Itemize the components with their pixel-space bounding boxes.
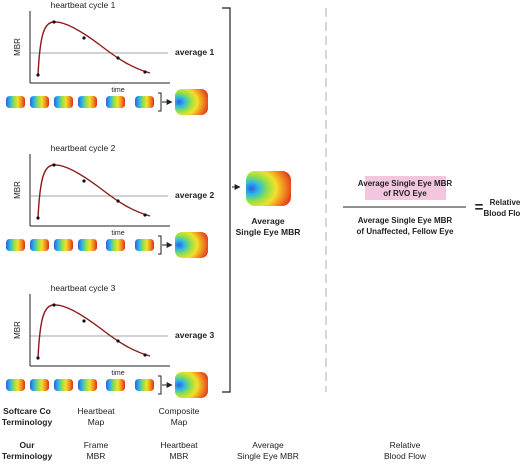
curve-point bbox=[82, 36, 86, 40]
result-line1: Relative bbox=[490, 198, 520, 207]
our-term-3-line2: Single Eye MBR bbox=[237, 451, 299, 461]
heartbeat-map bbox=[175, 372, 208, 398]
frame-map-4 bbox=[78, 96, 97, 108]
curve-point bbox=[143, 353, 147, 357]
frame-map-4 bbox=[78, 239, 97, 251]
denominator-line2: of Unaffected, Fellow Eye bbox=[357, 227, 454, 236]
heartbeat-map bbox=[175, 89, 208, 115]
curve-point bbox=[52, 163, 56, 167]
ours-header-line1: Our bbox=[19, 440, 35, 450]
softcare-term-1-line2: Map bbox=[88, 417, 105, 427]
frame-map-2 bbox=[30, 96, 49, 108]
curve-point bbox=[52, 303, 56, 307]
heartbeat-map bbox=[175, 232, 208, 258]
curve-point bbox=[116, 339, 120, 343]
frame-map-2 bbox=[30, 379, 49, 391]
numerator-highlight bbox=[365, 176, 446, 200]
average-map-label-line1: Average bbox=[251, 216, 285, 226]
composite-bracket bbox=[222, 7, 231, 393]
softcare-term-2-line1: Composite bbox=[159, 406, 200, 416]
frame-map-3 bbox=[54, 379, 73, 391]
frame-map-5 bbox=[106, 96, 125, 108]
x-axis-label: time bbox=[111, 230, 124, 237]
cycle-title: heartbeat cycle 2 bbox=[51, 143, 116, 153]
heartbeat-cycle-2: heartbeat cycle 2 MBR time average 2 bbox=[6, 143, 214, 258]
softcare-header-line1: Softcare Co bbox=[3, 406, 51, 416]
denominator-line1: Average Single Eye MBR bbox=[358, 216, 453, 225]
average-label: average 2 bbox=[175, 190, 214, 200]
frame-map-3 bbox=[54, 96, 73, 108]
average-label: average 3 bbox=[175, 330, 214, 340]
curve-point bbox=[82, 319, 86, 323]
average-single-eye-map bbox=[246, 171, 291, 206]
x-axis-label: time bbox=[111, 87, 124, 94]
frame-map-6 bbox=[135, 96, 154, 108]
curve-point bbox=[116, 199, 120, 203]
our-term-2-line2: MBR bbox=[170, 451, 189, 461]
numerator-line2: of RVO Eye bbox=[383, 189, 427, 198]
mbr-curve bbox=[37, 21, 151, 76]
curve-point bbox=[143, 70, 147, 74]
y-axis-label: MBR bbox=[13, 38, 22, 56]
heartbeat-cycle-1: heartbeat cycle 1 MBR time average 1 bbox=[6, 0, 214, 115]
average-map-label-line2: Single Eye MBR bbox=[236, 227, 301, 237]
our-term-2-line1: Heartbeat bbox=[160, 440, 198, 450]
mbr-curve bbox=[37, 164, 151, 219]
frame-map-5 bbox=[106, 239, 125, 251]
ours-header-line2: Terminology bbox=[2, 451, 53, 461]
our-term-4-line1: Relative bbox=[390, 440, 421, 450]
frame-map-4 bbox=[78, 379, 97, 391]
average-label: average 1 bbox=[175, 47, 214, 57]
frame-map-2 bbox=[30, 239, 49, 251]
frame-map-6 bbox=[135, 379, 154, 391]
cycle-title: heartbeat cycle 1 bbox=[51, 0, 116, 10]
equals-sign: = bbox=[475, 199, 484, 216]
frame-map-3 bbox=[54, 239, 73, 251]
curve-point bbox=[116, 56, 120, 60]
frame-map-1 bbox=[6, 239, 25, 251]
y-axis-label: MBR bbox=[13, 181, 22, 199]
softcare-term-2-line2: Map bbox=[171, 417, 188, 427]
x-axis-label: time bbox=[111, 370, 124, 377]
frame-map-6 bbox=[135, 239, 154, 251]
curve-point bbox=[82, 179, 86, 183]
frame-map-1 bbox=[6, 96, 25, 108]
numerator-line1: Average Single Eye MBR bbox=[358, 179, 453, 188]
our-term-4-line2: Blood Flow bbox=[384, 451, 427, 461]
frame-bracket bbox=[158, 235, 162, 255]
cycle-title: heartbeat cycle 3 bbox=[51, 283, 116, 293]
curve-point bbox=[52, 20, 56, 24]
our-term-1-line1: Frame bbox=[84, 440, 109, 450]
softcare-term-1-line1: Heartbeat bbox=[77, 406, 115, 416]
curve-point bbox=[36, 356, 40, 360]
frame-bracket bbox=[158, 92, 162, 112]
our-term-3-line1: Average bbox=[252, 440, 284, 450]
y-axis-label: MBR bbox=[13, 321, 22, 339]
our-term-1-line2: MBR bbox=[87, 451, 106, 461]
frame-bracket bbox=[158, 375, 162, 395]
mbr-curve bbox=[37, 304, 151, 359]
curve-point bbox=[143, 213, 147, 217]
curve-point bbox=[36, 216, 40, 220]
frame-map-1 bbox=[6, 379, 25, 391]
curve-point bbox=[36, 73, 40, 77]
softcare-header-line2: Terminology bbox=[2, 417, 53, 427]
result-line2: Blood Flow bbox=[483, 209, 520, 218]
frame-map-5 bbox=[106, 379, 125, 391]
heartbeat-cycle-3: heartbeat cycle 3 MBR time average 3 bbox=[6, 283, 214, 398]
